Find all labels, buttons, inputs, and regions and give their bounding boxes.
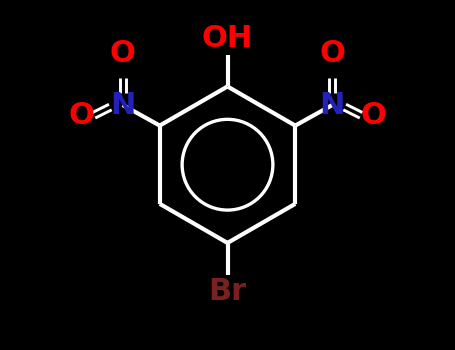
Text: N: N <box>319 91 345 119</box>
Text: O: O <box>360 101 386 130</box>
Text: OH: OH <box>202 24 253 53</box>
Text: O: O <box>110 39 136 68</box>
Text: N: N <box>110 91 136 119</box>
Text: Br: Br <box>208 277 247 306</box>
Text: O: O <box>319 39 345 68</box>
Text: O: O <box>69 101 95 130</box>
